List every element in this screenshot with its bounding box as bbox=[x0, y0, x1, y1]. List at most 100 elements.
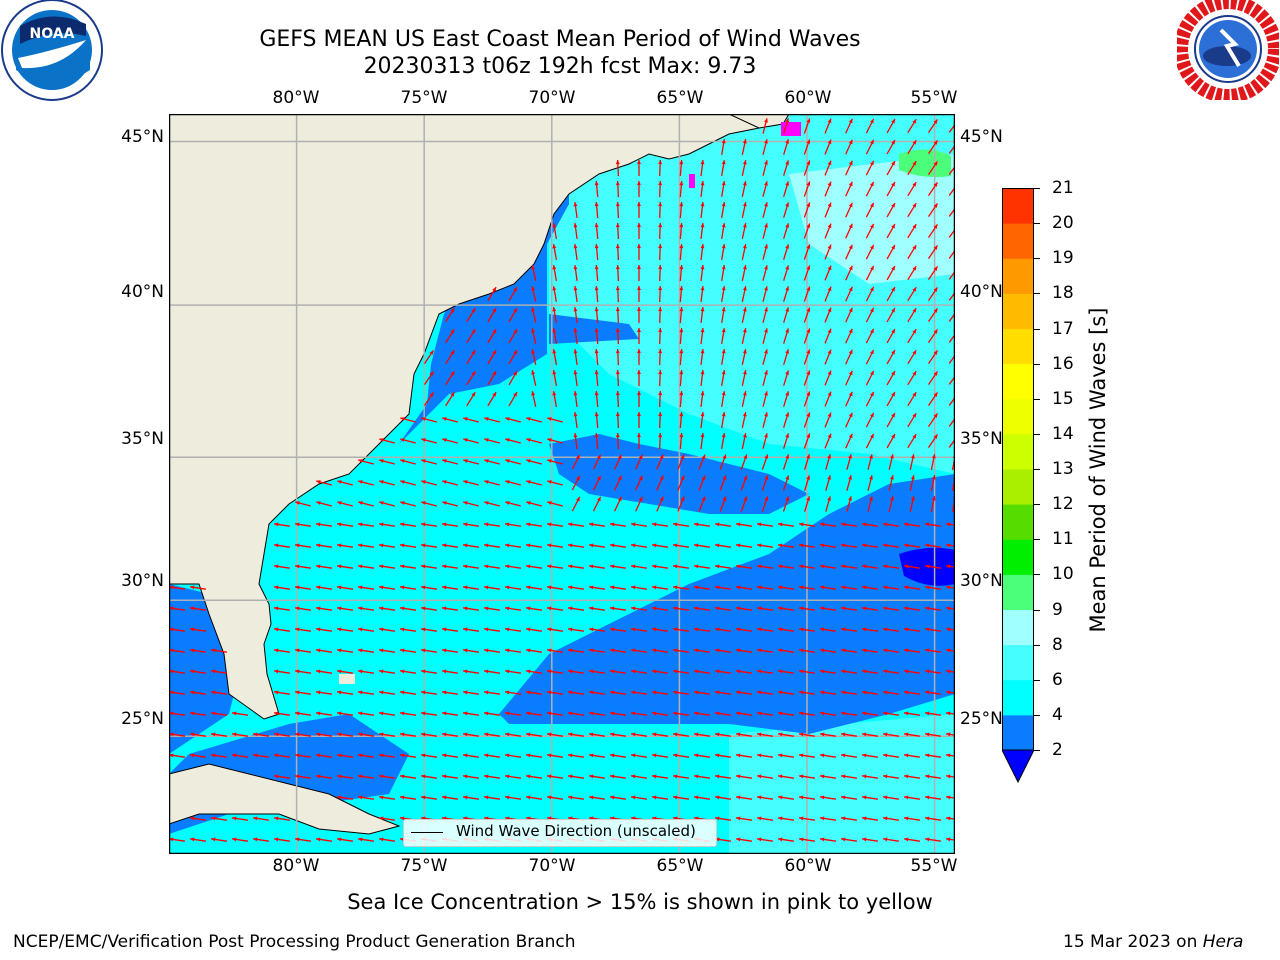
wind-arrow bbox=[762, 181, 768, 197]
wind-arrow bbox=[316, 480, 332, 486]
wind-arrow bbox=[442, 438, 458, 444]
wind-arrow bbox=[567, 606, 585, 611]
wind-arrow bbox=[886, 265, 896, 281]
wind-arrow bbox=[525, 690, 543, 695]
wind-arrow bbox=[930, 496, 936, 512]
wind-arrow bbox=[924, 564, 942, 569]
wind-arrow bbox=[594, 390, 599, 408]
wind-arrow bbox=[504, 774, 522, 779]
wind-arrow bbox=[903, 816, 921, 821]
wind-arrow bbox=[907, 160, 917, 176]
wind-arrow bbox=[721, 265, 726, 281]
wind-arrow bbox=[531, 370, 537, 386]
wind-arrow bbox=[861, 648, 879, 653]
wind-arrow bbox=[761, 454, 769, 470]
wind-arrow bbox=[463, 417, 479, 423]
wind-arrow bbox=[594, 180, 599, 198]
wind-arrow bbox=[777, 837, 795, 842]
wind-arrow bbox=[882, 774, 900, 779]
wind-arrow bbox=[735, 543, 753, 548]
wind-arrow bbox=[630, 564, 648, 569]
wind-arrow bbox=[798, 837, 816, 842]
wind-arrow bbox=[463, 438, 479, 444]
colorbar-tick-label: 15 bbox=[1052, 388, 1074, 409]
wind-arrow bbox=[672, 795, 690, 800]
colorbar-tick-mark bbox=[1034, 328, 1040, 330]
wind-arrow bbox=[903, 543, 921, 548]
wind-arrow bbox=[445, 370, 455, 386]
wind-arrow bbox=[613, 454, 623, 470]
wind-arrow bbox=[861, 753, 879, 758]
wind-arrow bbox=[609, 648, 627, 653]
wind-arrow bbox=[505, 459, 521, 465]
wind-arrow bbox=[882, 753, 900, 758]
wind-arrow bbox=[552, 244, 558, 260]
wind-arrow bbox=[679, 327, 684, 345]
wind-arrow bbox=[719, 475, 727, 491]
wind-arrow bbox=[508, 349, 518, 365]
wind-arrow bbox=[693, 711, 711, 716]
wind-arrow bbox=[886, 286, 896, 302]
wind-arrow bbox=[803, 223, 811, 239]
wind-arrow bbox=[735, 606, 753, 611]
lat-label-right-25n: 25°N bbox=[960, 709, 1003, 729]
wind-arrow bbox=[189, 816, 207, 821]
wind-arrow bbox=[462, 669, 480, 674]
wind-arrow bbox=[483, 648, 501, 653]
wind-arrow bbox=[399, 522, 417, 527]
wind-arrow bbox=[803, 181, 811, 197]
colorbar-segment bbox=[1002, 539, 1034, 575]
wind-arrow bbox=[445, 328, 455, 344]
wind-arrow bbox=[658, 159, 663, 177]
machine-name: Hera bbox=[1202, 932, 1244, 952]
wind-arrow bbox=[882, 585, 900, 590]
colorbar-tick-mark bbox=[1034, 504, 1040, 506]
wind-arrow bbox=[679, 306, 684, 324]
wind-arrow bbox=[735, 795, 753, 800]
lon-label-bottom-70w: 70°W bbox=[528, 856, 576, 876]
wind-arrow bbox=[865, 181, 875, 197]
wind-arrow bbox=[927, 182, 939, 196]
wind-arrow bbox=[721, 412, 726, 428]
wind-arrow bbox=[630, 543, 648, 548]
wind-arrow bbox=[907, 433, 917, 449]
wind-arrow bbox=[762, 307, 768, 323]
wind-arrow bbox=[741, 160, 747, 176]
wind-arrow bbox=[658, 306, 663, 324]
wind-arrow bbox=[567, 690, 585, 695]
lat-label-right-30n: 30°N bbox=[960, 571, 1003, 591]
wind-arrow bbox=[483, 585, 501, 590]
colorbar-segment bbox=[1002, 258, 1034, 294]
wind-arrow bbox=[231, 837, 249, 842]
colorbar-segment bbox=[1002, 714, 1034, 751]
wind-arrow bbox=[504, 648, 522, 653]
wind-arrow bbox=[379, 438, 395, 444]
wind-arrow bbox=[798, 711, 816, 716]
wind-arrow bbox=[399, 690, 417, 695]
wind-arrow bbox=[888, 454, 894, 470]
wind-arrow bbox=[637, 243, 641, 261]
wind-arrow bbox=[756, 816, 774, 821]
wind-arrow bbox=[588, 585, 606, 590]
wind-arrow bbox=[819, 732, 837, 737]
wind-arrow bbox=[865, 202, 875, 218]
wind-arrow bbox=[483, 774, 501, 779]
wind-arrow bbox=[803, 139, 811, 155]
wind-arrow bbox=[741, 223, 747, 239]
wind-arrow bbox=[845, 181, 853, 197]
wind-arrow bbox=[573, 390, 578, 408]
wind-arrow bbox=[903, 753, 921, 758]
wind-arrow bbox=[721, 202, 726, 218]
wind-arrow bbox=[630, 690, 648, 695]
lon-label-top-60w: 60°W bbox=[784, 88, 832, 108]
wind-arrow bbox=[567, 795, 585, 800]
wind-arrow bbox=[867, 496, 873, 512]
wind-arrow bbox=[357, 543, 375, 548]
wind-arrow bbox=[316, 501, 332, 507]
wind-arrow bbox=[615, 390, 620, 408]
wind-arrow bbox=[741, 139, 747, 155]
wind-arrow bbox=[700, 180, 705, 198]
wind-arrow bbox=[740, 454, 748, 470]
wind-arrow bbox=[615, 180, 620, 198]
wind-arrow bbox=[526, 417, 542, 423]
